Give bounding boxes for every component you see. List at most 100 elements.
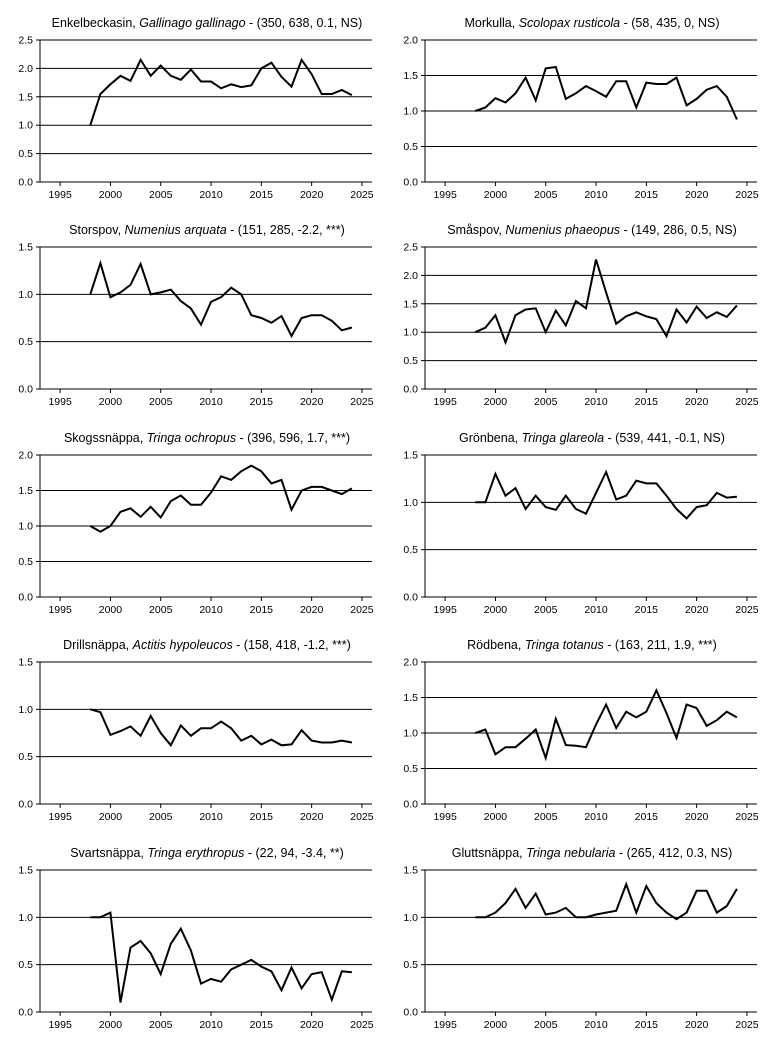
- y-tick-label: 1.5: [18, 485, 33, 497]
- chart-title-latin-name: Tringa ochropus: [147, 431, 236, 445]
- y-tick-label: 2.5: [403, 242, 418, 254]
- x-tick-label: 2015: [250, 1019, 274, 1031]
- series-line: [89, 464, 353, 533]
- x-tick-label: 2005: [149, 189, 173, 201]
- series-line: [474, 65, 738, 120]
- y-tick-label: 1.5: [403, 692, 418, 704]
- chart-title-common-name: Grönbena,: [459, 431, 522, 445]
- x-tick-label: 2010: [584, 1019, 608, 1031]
- chart-title-stats: - (58, 435, 0, NS): [620, 16, 719, 30]
- x-tick-label: 2000: [484, 396, 508, 408]
- x-tick-label: 2025: [735, 811, 759, 823]
- y-tick-label: 2.0: [18, 63, 33, 75]
- y-tick-label: 1.0: [18, 521, 33, 533]
- x-tick-label: 2010: [199, 1019, 223, 1031]
- y-tick-label: 1.5: [18, 657, 33, 669]
- x-tick-label: 2000: [99, 1019, 123, 1031]
- x-tick-label: 2025: [735, 1019, 759, 1031]
- y-tick-label: 0.0: [18, 799, 33, 811]
- x-tick-label: 2005: [149, 604, 173, 616]
- chart-title-common-name: Småspov,: [447, 223, 505, 237]
- y-tick-label: 0.5: [18, 556, 33, 568]
- x-tick-label: 2010: [199, 396, 223, 408]
- y-tick-label: 1.5: [18, 91, 33, 103]
- x-tick-label: 2025: [735, 396, 759, 408]
- x-tick-label: 2015: [250, 189, 274, 201]
- y-tick-label: 1.0: [18, 704, 33, 716]
- chart-title: Storspov, Numenius arquata - (151, 285, …: [69, 223, 345, 237]
- chart-title-stats: - (22, 94, -3.4, **): [244, 846, 343, 860]
- y-tick-label: 1.5: [403, 865, 418, 877]
- x-tick-label: 1995: [48, 189, 72, 201]
- chart-panel: Enkelbeckasin, Gallinago gallinago - (35…: [18, 16, 373, 201]
- y-tick-label: 0.0: [18, 384, 33, 396]
- x-tick-label: 2010: [584, 396, 608, 408]
- x-tick-label: 2015: [635, 1019, 659, 1031]
- y-tick-label: 0.5: [403, 544, 418, 556]
- x-tick-label: 2020: [300, 811, 324, 823]
- y-tick-label: 2.5: [18, 35, 33, 47]
- chart-title: Drillsnäppa, Actitis hypoleucos - (158, …: [63, 638, 351, 652]
- x-tick-label: 2015: [250, 604, 274, 616]
- x-tick-label: 1995: [48, 1019, 72, 1031]
- y-tick-label: 2.0: [403, 35, 418, 47]
- x-tick-label: 2020: [300, 1019, 324, 1031]
- y-tick-label: 0.0: [18, 1007, 33, 1019]
- chart-title-common-name: Gluttsnäppa,: [452, 846, 526, 860]
- x-tick-label: 2010: [199, 811, 223, 823]
- y-tick-label: 0.0: [403, 384, 418, 396]
- chart-title-stats: - (151, 285, -2.2, ***): [227, 223, 345, 237]
- chart-title-latin-name: Actitis hypoleucos: [132, 638, 233, 652]
- x-tick-label: 2020: [685, 396, 709, 408]
- y-tick-label: 0.5: [18, 751, 33, 763]
- chart-title-latin-name: Scolopax rusticola: [519, 16, 620, 30]
- chart-title-common-name: Storspov,: [69, 223, 124, 237]
- series-line: [90, 911, 352, 1003]
- y-tick-label: 0.5: [18, 336, 33, 348]
- x-tick-label: 2015: [250, 811, 274, 823]
- series-line: [475, 881, 738, 921]
- chart-panel: Gluttsnäppa, Tringa nebularia - (265, 41…: [403, 846, 758, 1031]
- x-tick-label: 2000: [484, 189, 508, 201]
- x-tick-label: 2000: [99, 396, 123, 408]
- chart-title-latin-name: Tringa totanus: [525, 638, 604, 652]
- y-tick-label: 1.0: [403, 912, 418, 924]
- chart-title: Morkulla, Scolopax rusticola - (58, 435,…: [465, 16, 720, 30]
- chart-title-stats: - (163, 211, 1.9, ***): [604, 638, 717, 652]
- chart-title-common-name: Skogssnäppa,: [64, 431, 147, 445]
- x-tick-label: 2000: [99, 189, 123, 201]
- y-tick-label: 0.0: [18, 177, 33, 189]
- chart-title-latin-name: Tringa erythropus: [147, 846, 244, 860]
- x-tick-label: 2005: [149, 396, 173, 408]
- x-tick-label: 2025: [350, 396, 374, 408]
- chart-panel: Grönbena, Tringa glareola - (539, 441, -…: [403, 431, 758, 616]
- x-tick-label: 1995: [433, 1019, 457, 1031]
- x-tick-label: 2010: [584, 189, 608, 201]
- chart-title-common-name: Svartsnäppa,: [70, 846, 147, 860]
- x-tick-label: 2025: [350, 811, 374, 823]
- chart-title-latin-name: Gallinago gallinago: [139, 16, 245, 30]
- chart-panel: Drillsnäppa, Actitis hypoleucos - (158, …: [18, 638, 373, 823]
- chart-panel: Morkulla, Scolopax rusticola - (58, 435,…: [403, 16, 758, 201]
- chart-title-common-name: Morkulla,: [465, 16, 519, 30]
- x-tick-label: 2020: [300, 396, 324, 408]
- chart-title: Skogssnäppa, Tringa ochropus - (396, 596…: [64, 431, 350, 445]
- x-tick-label: 2025: [350, 1019, 374, 1031]
- y-tick-label: 2.0: [403, 270, 418, 282]
- y-tick-label: 1.5: [403, 70, 418, 82]
- chart-title-latin-name: Numenius phaeopus: [505, 223, 620, 237]
- y-tick-label: 2.0: [18, 450, 33, 462]
- x-tick-label: 1995: [48, 811, 72, 823]
- x-tick-label: 2005: [534, 811, 558, 823]
- y-tick-label: 1.0: [403, 728, 418, 740]
- chart-title-stats: - (350, 638, 0.1, NS): [246, 16, 363, 30]
- x-tick-label: 2005: [534, 396, 558, 408]
- x-tick-label: 1995: [433, 604, 457, 616]
- chart-panel: Småspov, Numenius phaeopus - (149, 286, …: [403, 223, 758, 408]
- series-line: [475, 469, 737, 520]
- y-tick-label: 0.5: [18, 959, 33, 971]
- y-tick-label: 0.5: [18, 148, 33, 160]
- chart-title-common-name: Rödbena,: [467, 638, 525, 652]
- chart-panel: Svartsnäppa, Tringa erythropus - (22, 94…: [18, 846, 373, 1031]
